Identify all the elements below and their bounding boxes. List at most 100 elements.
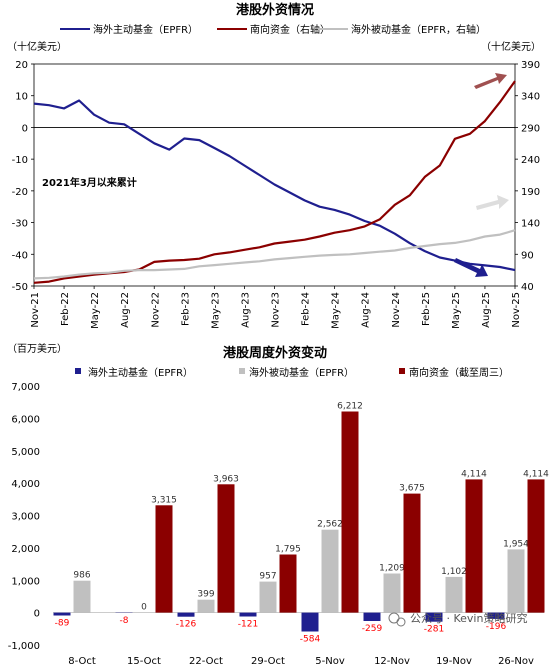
x-tick-label: Feb-22 bbox=[60, 292, 71, 326]
x-tick-label: May-23 bbox=[210, 292, 221, 329]
left-tick-label: -30 bbox=[12, 219, 28, 230]
legend1-label-main: 海外主动基金（EPFR） bbox=[93, 23, 198, 36]
y-tick-label: -1,000 bbox=[8, 641, 40, 652]
bar bbox=[507, 549, 525, 613]
arrow-down-icon bbox=[454, 258, 488, 277]
bar bbox=[363, 612, 381, 621]
x-category-label: 22-Oct bbox=[189, 656, 223, 667]
chart1-left-axis: 20 10 0 -10 -20 -30 -40 -50 bbox=[12, 60, 515, 293]
data-label: 957 bbox=[259, 572, 276, 582]
chart2-bars: -89 986 -8 0 3,315 -126 399 3,963 -121 957 1,795 -5… bbox=[53, 402, 549, 645]
chart2-unit: （百万美元） bbox=[7, 342, 67, 355]
data-label: -584 bbox=[300, 635, 321, 645]
x-category-label: 26-Nov bbox=[498, 656, 534, 667]
x-tick-label: May-22 bbox=[90, 292, 101, 329]
bar bbox=[403, 493, 421, 613]
chart1-annotation: 2021年3月以来累计 bbox=[42, 176, 137, 189]
bar bbox=[53, 612, 71, 616]
right-tick-label: 90 bbox=[521, 250, 534, 261]
data-label: -196 bbox=[486, 622, 507, 632]
data-label: -89 bbox=[55, 619, 70, 629]
data-label: 3,963 bbox=[213, 474, 239, 484]
watermark: 公众号 · Kevin策略研究 bbox=[388, 611, 527, 627]
bar bbox=[527, 479, 545, 613]
data-label: 6,212 bbox=[337, 402, 363, 412]
x-tick-label: Aug-23 bbox=[240, 292, 251, 328]
right-tick-label: 390 bbox=[521, 60, 540, 71]
y-tick-label: 3,000 bbox=[11, 512, 40, 523]
data-label: 0 bbox=[141, 603, 147, 613]
bar bbox=[341, 411, 359, 613]
chart1-series bbox=[33, 80, 516, 284]
bar bbox=[73, 580, 91, 613]
data-label: -126 bbox=[176, 620, 197, 630]
right-tick-label: 190 bbox=[521, 187, 540, 198]
bar bbox=[383, 573, 401, 613]
left-tick-label: -20 bbox=[12, 187, 28, 198]
data-label: -281 bbox=[424, 625, 444, 635]
bar bbox=[425, 612, 443, 622]
legend2-label-south: 南向资金（截至周三） bbox=[409, 366, 509, 379]
chart1-left-unit: （十亿美元） bbox=[7, 40, 67, 53]
chart1-plot-frame bbox=[33, 63, 516, 287]
legend2-swatch-south bbox=[399, 368, 405, 374]
bar bbox=[301, 612, 319, 632]
x-tick-label: Nov-21 bbox=[30, 292, 41, 328]
data-label: -8 bbox=[120, 616, 129, 626]
right-tick-label: 40 bbox=[521, 282, 534, 293]
chart1-title: 港股外资情况 bbox=[236, 2, 314, 18]
bar bbox=[239, 612, 257, 617]
x-category-label: 5-Nov bbox=[315, 656, 345, 667]
y-tick-label: 7,000 bbox=[11, 382, 40, 393]
data-label: 1,954 bbox=[503, 539, 529, 549]
bar bbox=[321, 529, 339, 613]
x-tick-label: Aug-24 bbox=[361, 292, 372, 328]
bar bbox=[155, 505, 173, 613]
chart2-y-axis: 7,000 6,000 5,000 4,000 3,000 2,000 1,000 0 -1,0… bbox=[8, 382, 544, 652]
legend2-swatch-main bbox=[75, 368, 81, 374]
left-tick-label: -40 bbox=[12, 250, 28, 261]
left-tick-label: 10 bbox=[15, 92, 28, 103]
chart1-x-axis: Nov-21 Feb-22 May-22 Aug-22 Nov-22 Feb-23 May-… bbox=[30, 286, 522, 329]
legend2-swatch-passive bbox=[239, 368, 245, 374]
chart1-right-unit: （十亿美元） bbox=[481, 40, 541, 53]
right-tick-label: 290 bbox=[521, 123, 540, 134]
right-tick-label: 340 bbox=[521, 92, 540, 103]
data-label: -121 bbox=[238, 620, 258, 630]
legend2-label-main: 海外主动基金（EPFR） bbox=[88, 366, 193, 379]
arrow-up-icon bbox=[474, 73, 507, 89]
bar bbox=[197, 599, 215, 613]
y-tick-label: 6,000 bbox=[11, 414, 40, 425]
x-category-label: 12-Nov bbox=[374, 656, 410, 667]
arrow-right-icon bbox=[476, 195, 509, 210]
left-tick-label: -10 bbox=[12, 155, 28, 166]
right-tick-label: 240 bbox=[521, 155, 540, 166]
x-tick-label: Feb-24 bbox=[301, 292, 312, 326]
x-tick-label: Feb-25 bbox=[421, 292, 432, 326]
bar bbox=[445, 576, 463, 613]
x-tick-label: Aug-22 bbox=[120, 292, 131, 328]
x-tick-label: Nov-24 bbox=[391, 292, 402, 328]
series-line-passive bbox=[33, 229, 516, 280]
right-tick-label: 140 bbox=[521, 219, 540, 230]
chart2-x-axis: 8-Oct 15-Oct 22-Oct 29-Oct 5-Nov 12-Nov 19-Nov… bbox=[68, 656, 534, 667]
watermark-text: 公众号 · Kevin策略研究 bbox=[410, 611, 527, 625]
bar bbox=[177, 612, 195, 617]
data-label: 2,562 bbox=[317, 520, 343, 530]
chart2-title: 港股周度外资变动 bbox=[223, 345, 327, 361]
data-label: 1,209 bbox=[379, 564, 405, 574]
left-tick-label: 0 bbox=[22, 123, 28, 134]
x-tick-label: May-25 bbox=[451, 292, 462, 329]
x-category-label: 19-Nov bbox=[436, 656, 472, 667]
y-tick-label: 0 bbox=[34, 609, 40, 620]
data-label: 1,102 bbox=[441, 567, 467, 577]
data-label: -259 bbox=[362, 624, 383, 634]
legend2-label-passive: 海外被动基金（EPFR） bbox=[249, 366, 354, 379]
x-category-label: 8-Oct bbox=[68, 656, 96, 667]
bar bbox=[279, 554, 297, 613]
left-tick-label: -50 bbox=[12, 282, 28, 293]
legend1-label-passive: 海外被动基金（EPFR，右轴） bbox=[351, 23, 486, 36]
data-label: 399 bbox=[197, 590, 214, 600]
data-label: 3,315 bbox=[151, 495, 177, 505]
